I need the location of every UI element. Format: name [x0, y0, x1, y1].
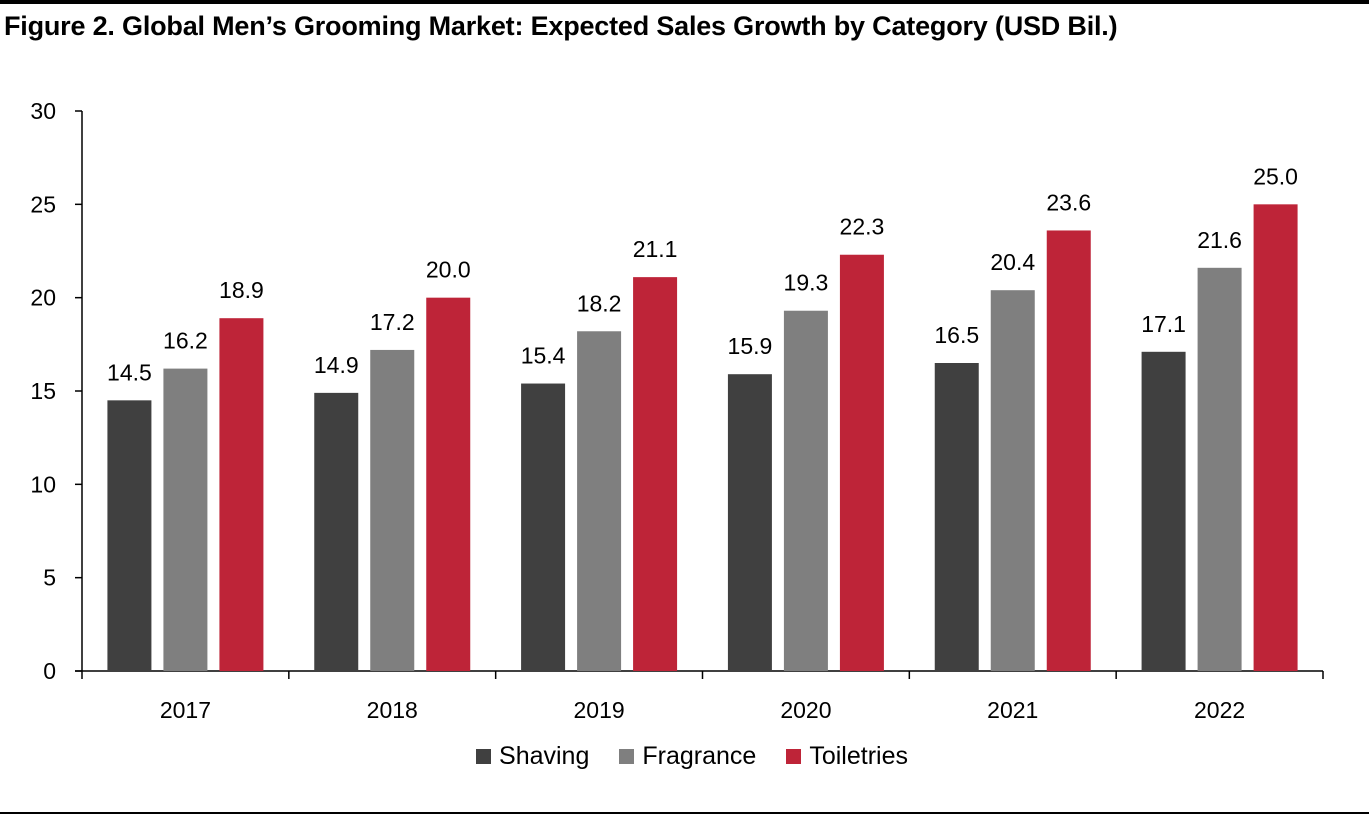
data-label: 21.1 [633, 236, 678, 262]
data-label: 14.9 [314, 352, 359, 378]
data-label: 15.9 [728, 333, 773, 359]
bar-toiletries-2018 [426, 297, 471, 671]
chart-legend: Shaving Fragrance Toiletries [0, 742, 1369, 771]
data-label: 15.4 [521, 343, 566, 369]
legend-swatch [786, 749, 802, 764]
bar-shaving-2017 [107, 400, 152, 671]
legend-swatch [476, 749, 492, 764]
bar-fragrance-2021 [990, 290, 1035, 671]
data-label: 17.1 [1141, 311, 1186, 337]
legend-label: Toiletries [809, 742, 908, 770]
bar-shaving-2022 [1141, 351, 1186, 671]
y-tick-label: 10 [30, 471, 56, 497]
legend-item-shaving: Shaving [476, 742, 589, 771]
data-label: 17.2 [370, 309, 415, 335]
bar-shaving-2019 [521, 383, 566, 671]
bar-fragrance-2017 [163, 368, 208, 671]
y-tick-label: 0 [43, 658, 56, 684]
data-label: 23.6 [1046, 189, 1091, 215]
data-label: 21.6 [1197, 227, 1242, 253]
bar-toiletries-2019 [633, 277, 678, 671]
data-label: 19.3 [784, 270, 829, 296]
data-label: 18.9 [219, 277, 264, 303]
y-tick-label: 5 [43, 565, 56, 591]
x-tick-label: 2021 [987, 697, 1038, 723]
data-label: 22.3 [840, 214, 885, 240]
data-label: 20.0 [426, 257, 471, 283]
y-tick-label: 25 [30, 191, 56, 217]
x-tick-label: 2022 [1194, 697, 1245, 723]
bottom-rule [0, 812, 1369, 814]
bar-fragrance-2020 [783, 310, 828, 671]
legend-swatch [619, 749, 635, 764]
data-label: 20.4 [990, 249, 1035, 275]
bar-toiletries-2022 [1253, 204, 1298, 672]
data-label: 25.0 [1253, 163, 1298, 189]
bar-toiletries-2021 [1046, 230, 1091, 671]
bar-fragrance-2018 [370, 349, 415, 671]
x-tick-label: 2017 [160, 697, 211, 723]
data-label: 16.2 [163, 328, 208, 354]
x-tick-label: 2020 [780, 697, 831, 723]
y-tick-label: 20 [30, 285, 56, 311]
bar-fragrance-2022 [1197, 267, 1242, 671]
bar-shaving-2021 [934, 363, 979, 671]
bar-fragrance-2019 [577, 331, 622, 671]
bar-shaving-2018 [314, 392, 359, 671]
bar-shaving-2020 [727, 374, 772, 671]
data-label: 14.5 [107, 359, 152, 385]
data-label: 18.2 [577, 290, 622, 316]
bar-toiletries-2017 [219, 318, 264, 671]
legend-label: Shaving [499, 742, 590, 770]
data-label: 16.5 [934, 322, 979, 348]
x-tick-label: 2018 [367, 697, 418, 723]
top-rule [0, 0, 1369, 4]
chart-title: Figure 2. Global Men’s Grooming Market: … [4, 11, 1118, 41]
y-tick-label: 30 [30, 98, 56, 124]
legend-label: Fragrance [642, 742, 757, 770]
bar-toiletries-2020 [839, 254, 884, 671]
legend-item-fragrance: Fragrance [619, 742, 756, 771]
x-tick-label: 2019 [573, 697, 624, 723]
legend-item-toiletries: Toiletries [786, 742, 908, 771]
y-tick-label: 15 [30, 378, 56, 404]
